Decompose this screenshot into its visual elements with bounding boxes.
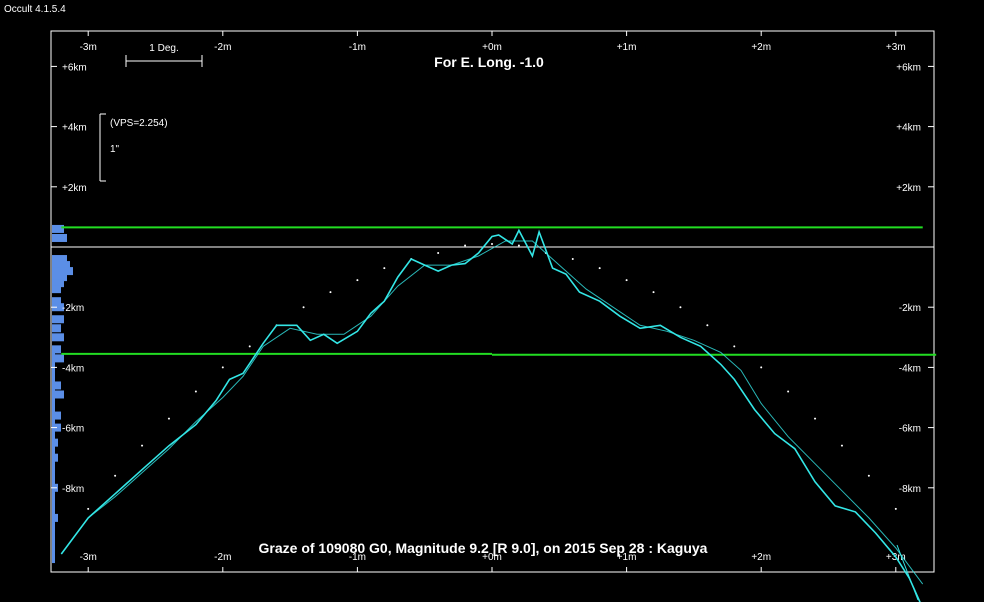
x-tick-label-top: -2m bbox=[214, 42, 231, 53]
limb-dot bbox=[625, 279, 628, 282]
x-tick-label-top: -3m bbox=[80, 42, 97, 53]
limb-dot bbox=[464, 244, 467, 247]
x-tick-label-bottom: -1m bbox=[349, 552, 366, 563]
y-tick-label-right: -6km bbox=[899, 424, 921, 435]
vps-label: (VPS=2.254) bbox=[110, 118, 168, 129]
x-tick-label-top: +3m bbox=[886, 42, 906, 53]
limb-dot bbox=[571, 258, 574, 261]
limb-dot bbox=[867, 474, 870, 477]
smoothed-profile-line bbox=[60, 240, 924, 585]
vertical-scale-bracket: (VPS=2.254) 1" bbox=[99, 113, 168, 182]
limb-dot bbox=[814, 417, 817, 420]
x-tick-label-bottom: -3m bbox=[80, 552, 97, 563]
limb-dot bbox=[679, 306, 682, 309]
histogram-bar bbox=[52, 273, 67, 282]
histogram-bar bbox=[52, 267, 73, 276]
x-tick-label-top: +1m bbox=[617, 42, 637, 53]
x-tick-label-bottom: +2m bbox=[751, 552, 771, 563]
x-tick-label-bottom: +1m bbox=[617, 552, 637, 563]
y-tick-label-left: -2km bbox=[62, 303, 84, 314]
histogram-bar bbox=[52, 324, 61, 333]
chart-caption: Graze of 109080 G0, Magnitude 9.2 [R 9.0… bbox=[259, 540, 708, 556]
vertical-scale-label: 1" bbox=[110, 144, 120, 155]
limb-dot bbox=[733, 345, 736, 348]
y-tick-label-left: -6km bbox=[62, 424, 84, 435]
app-version-label: Occult 4.1.5.4 bbox=[4, 4, 66, 15]
y-tick-label-left: +6km bbox=[62, 62, 87, 73]
limb-dot bbox=[760, 366, 763, 369]
histogram-bar bbox=[52, 303, 64, 312]
limb-dot bbox=[114, 474, 117, 477]
x-tick-label-top: +2m bbox=[751, 42, 771, 53]
limb-dot bbox=[248, 345, 251, 348]
y-tick-label-right: +2km bbox=[896, 183, 921, 194]
histogram-bar bbox=[52, 224, 64, 233]
histogram-bar bbox=[52, 354, 64, 363]
limb-dot bbox=[167, 417, 170, 420]
scale-bar-label: 1 Deg. bbox=[149, 43, 178, 54]
histogram-bar bbox=[52, 333, 64, 342]
limb-dot bbox=[598, 267, 601, 270]
histogram-bar bbox=[52, 255, 67, 264]
limb-dot bbox=[87, 507, 90, 510]
limb-dot bbox=[141, 444, 144, 447]
limb-dot bbox=[221, 366, 224, 369]
exit-line bbox=[896, 544, 919, 601]
histogram-bar bbox=[52, 233, 67, 242]
y-tick-label-right: +4km bbox=[896, 123, 921, 134]
histogram-bar bbox=[52, 345, 61, 354]
limb-dot bbox=[517, 244, 520, 247]
limb-dot bbox=[894, 507, 897, 510]
x-tick-label-top: +0m bbox=[482, 42, 502, 53]
plot-frame bbox=[50, 30, 935, 573]
limb-dot bbox=[787, 390, 790, 393]
histogram-bar bbox=[52, 381, 61, 390]
y-tick-label-right: -4km bbox=[899, 363, 921, 374]
limb-dot bbox=[194, 390, 197, 393]
histogram-bar bbox=[52, 315, 64, 324]
axes: -3m -3m -2m -2m -1m -1m +0m +0m +1m +1m +2m +2m +3m +… bbox=[51, 31, 934, 572]
limb-dot bbox=[383, 267, 386, 270]
scale-bar: 1 Deg. bbox=[125, 43, 203, 67]
histogram-baseline-bar bbox=[52, 352, 55, 564]
x-tick-label-bottom: +0m bbox=[482, 552, 502, 563]
y-tick-label-right: -8km bbox=[899, 484, 921, 495]
limb-dot bbox=[356, 279, 359, 282]
histogram-bar bbox=[52, 390, 64, 399]
mean-limb-dots bbox=[87, 242, 897, 510]
y-tick-label-left: -4km bbox=[62, 363, 84, 374]
limb-dot bbox=[491, 242, 493, 245]
y-tick-label-left: -8km bbox=[62, 484, 84, 495]
event-histogram bbox=[52, 224, 73, 564]
limb-dot bbox=[706, 324, 709, 327]
limb-dot bbox=[302, 306, 305, 309]
y-tick-label-right: +6km bbox=[896, 62, 921, 73]
limb-dot bbox=[329, 291, 332, 294]
histogram-bar bbox=[52, 285, 61, 294]
y-tick-label-left: +4km bbox=[62, 123, 87, 134]
histogram-bar bbox=[52, 279, 64, 288]
limb-dot bbox=[840, 444, 843, 447]
y-tick-label-left: +2km bbox=[62, 183, 87, 194]
histogram-bar bbox=[52, 297, 61, 306]
limb-profile-line bbox=[60, 228, 921, 602]
limb-dot bbox=[652, 291, 655, 294]
limit-lines bbox=[61, 226, 937, 356]
chart-title: For E. Long. -1.0 bbox=[434, 54, 544, 70]
x-tick-label-top: -1m bbox=[349, 42, 366, 53]
limb-dot bbox=[437, 252, 440, 255]
x-tick-label-bottom: -2m bbox=[214, 552, 231, 563]
y-tick-label-right: -2km bbox=[899, 303, 921, 314]
histogram-bar bbox=[52, 411, 61, 420]
histogram-bar bbox=[52, 261, 70, 270]
